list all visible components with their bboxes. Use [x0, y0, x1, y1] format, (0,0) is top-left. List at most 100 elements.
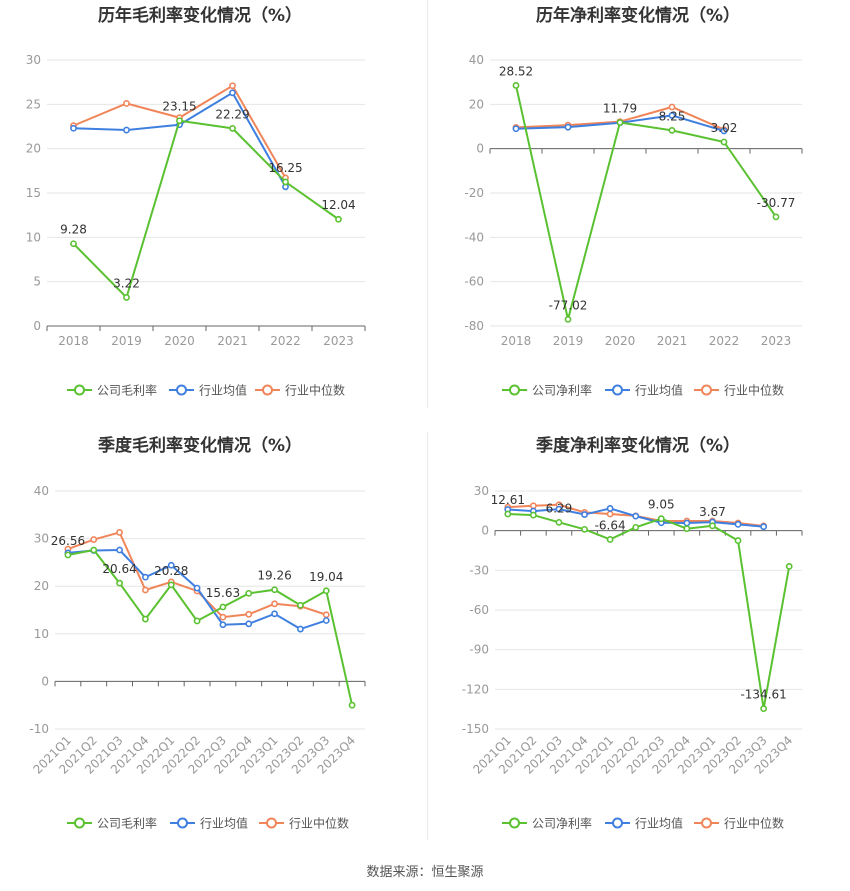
data-label: 9.28	[60, 223, 87, 237]
legend-label: 公司毛利率	[97, 383, 157, 398]
y-tick-label: 15	[26, 186, 41, 200]
annual-gross-margin-chart: 历年毛利率变化情况（%） 0 5 10 15 20 25 30 2018 2019 2020 2021…	[26, 5, 366, 398]
y-tick-label: 40	[34, 484, 49, 498]
data-point	[167, 581, 175, 589]
data-point	[512, 125, 520, 133]
vertical-divider-bottom	[427, 432, 428, 840]
y-tick-label: -60	[464, 275, 484, 289]
legend-label: 行业均值	[199, 383, 247, 398]
y-tick-label: 25	[26, 97, 41, 111]
legend-item-company: 公司毛利率	[67, 816, 157, 831]
legend-label: 公司净利率	[532, 816, 592, 831]
data-point	[176, 117, 183, 125]
y-tick-label: 30	[26, 53, 41, 67]
legend-label: 行业中位数	[289, 816, 349, 831]
data-point	[606, 536, 614, 543]
data-label: 3.22	[113, 276, 140, 290]
data-label: 20.28	[154, 564, 188, 578]
y-tick-label: -60	[469, 603, 489, 617]
data-point	[70, 240, 77, 248]
chart-title: 季度净利率变化情况（%）	[536, 435, 740, 456]
y-tick-label: 0	[481, 524, 489, 538]
data-point	[193, 617, 201, 625]
x-tick-label: 2022	[270, 334, 301, 348]
y-tick-label: 20	[469, 97, 484, 111]
chart-title: 历年净利率变化情况（%）	[536, 5, 740, 26]
series-company	[512, 82, 780, 323]
data-label: 9.05	[648, 498, 675, 512]
data-point	[683, 519, 691, 527]
legend-item-industry_avg: 行业均值	[169, 383, 247, 398]
legend-item-industry_avg: 行业均值	[605, 383, 683, 398]
data-point	[335, 215, 342, 223]
data-label: 12.04	[321, 198, 355, 212]
x-tick-label: 2019	[553, 334, 584, 348]
data-point	[219, 603, 227, 611]
x-tick-label: 2021	[657, 334, 688, 348]
data-point	[123, 100, 130, 107]
series-line-company	[515, 85, 777, 320]
y-tick-label: 10	[34, 627, 49, 641]
data-point	[709, 522, 716, 530]
data-point	[581, 525, 588, 533]
data-label: 3.67	[699, 505, 726, 519]
data-point	[529, 502, 537, 510]
vertical-divider-top	[427, 0, 428, 408]
legend-label: 行业中位数	[724, 383, 784, 398]
data-source-note: 数据来源：恒生聚源	[366, 865, 484, 880]
x-tick-label: 2018	[501, 334, 532, 348]
data-point	[322, 611, 330, 619]
y-tick-label: 0	[476, 142, 484, 156]
legend-label: 行业中位数	[724, 816, 784, 831]
data-point	[760, 705, 768, 713]
data-point	[245, 589, 253, 597]
x-tick-label: 2022	[709, 334, 740, 348]
data-point	[772, 213, 780, 221]
y-tick-label: -150	[462, 722, 489, 736]
data-point	[657, 515, 665, 523]
data-label: 16.25	[268, 161, 302, 175]
legend-label: 行业中位数	[285, 383, 345, 398]
data-point	[64, 551, 72, 559]
legend-marker	[74, 384, 85, 396]
x-tick-label: 2023	[761, 334, 792, 348]
legend-marker	[701, 817, 712, 829]
series-line-company	[67, 548, 354, 706]
legend-item-industry_median: 行业中位数	[694, 816, 784, 831]
data-point	[271, 600, 278, 608]
data-point	[245, 620, 253, 628]
data-point	[142, 573, 149, 581]
data-point	[271, 610, 278, 618]
data-point	[668, 103, 676, 111]
data-point	[229, 89, 236, 97]
legend-item-industry_avg: 行业均值	[170, 816, 248, 831]
x-tick-label: 2023	[323, 334, 354, 348]
x-tick-label: 2019	[111, 334, 142, 348]
series-company	[64, 546, 356, 709]
annual-net-margin-chart: 历年净利率变化情况（%） -80 -60 -40 -20 0 20 40 2018 2019 202…	[464, 5, 803, 398]
data-point	[271, 586, 278, 594]
data-point	[245, 610, 253, 618]
data-point	[632, 512, 640, 520]
data-label: 11.79	[603, 102, 637, 116]
data-label: 19.26	[257, 569, 291, 583]
x-tick-label: 2018	[58, 334, 89, 348]
data-point	[282, 178, 289, 186]
y-tick-label: -20	[464, 186, 484, 200]
data-point	[564, 123, 572, 131]
data-point	[555, 505, 563, 513]
data-label: 8.25	[659, 109, 686, 123]
data-point	[322, 617, 330, 624]
legend-marker	[509, 817, 520, 829]
data-label: -134.61	[740, 688, 786, 702]
data-point	[229, 82, 236, 90]
legend-item-industry_median: 行业中位数	[694, 383, 784, 398]
y-tick-label: -10	[29, 722, 49, 736]
legend-item-company: 公司毛利率	[67, 383, 157, 398]
data-point	[683, 525, 691, 533]
x-tick-label: 2021	[217, 334, 248, 348]
data-point	[322, 587, 330, 595]
legend-item-industry_avg: 行业均值	[605, 816, 683, 831]
legend-label: 行业均值	[200, 816, 248, 831]
